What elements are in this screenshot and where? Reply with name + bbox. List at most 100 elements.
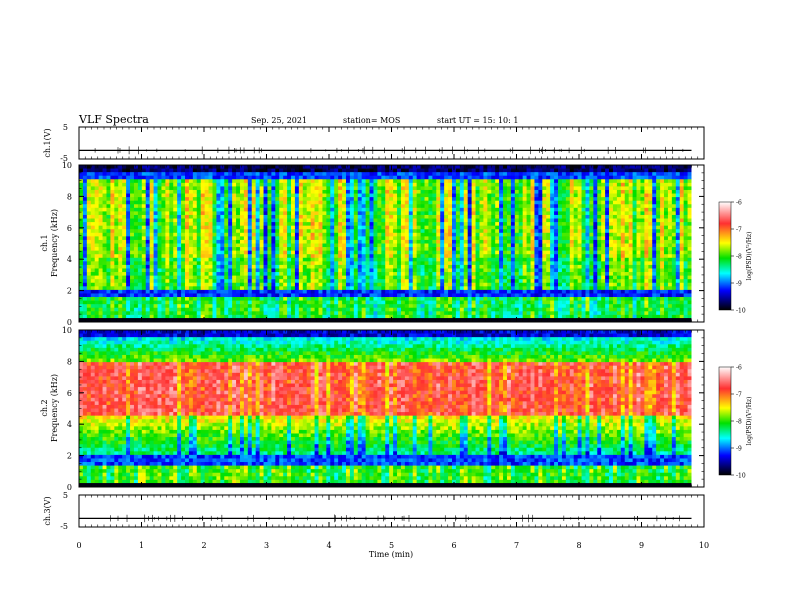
spectrogram-cell bbox=[302, 250, 308, 255]
spectrogram-cell bbox=[204, 207, 209, 212]
spectrogram-cell bbox=[224, 268, 229, 273]
spectrogram-cell bbox=[192, 186, 198, 191]
spectrogram-cell bbox=[318, 207, 323, 212]
spectrogram-cell bbox=[365, 289, 370, 294]
spectrogram-cell bbox=[259, 232, 264, 237]
spectrogram-cell bbox=[377, 297, 382, 301]
spectrogram-cell bbox=[483, 247, 488, 252]
spectrogram-cell bbox=[185, 232, 190, 237]
spectrogram-cell bbox=[220, 254, 225, 259]
spectrogram-cell bbox=[133, 257, 139, 262]
spectrogram-cell bbox=[94, 264, 100, 269]
spectrogram-cell bbox=[247, 165, 253, 169]
spectrogram-cell bbox=[294, 304, 300, 309]
spectrogram-cell bbox=[499, 211, 504, 216]
spectrogram-cell bbox=[200, 279, 206, 284]
spectrogram-cell bbox=[463, 311, 469, 316]
spectrogram-cell bbox=[106, 211, 111, 216]
spectrogram-cell bbox=[153, 197, 158, 202]
spectrogram-cell bbox=[283, 225, 288, 230]
spectrogram-cell bbox=[263, 236, 268, 241]
spectrogram-cell bbox=[314, 204, 319, 209]
spectrogram-cell bbox=[491, 268, 496, 273]
spectrogram-cell bbox=[471, 179, 476, 184]
spectrogram-cell bbox=[467, 186, 473, 191]
spectrogram-cell bbox=[420, 261, 425, 266]
spectrogram-cell bbox=[334, 189, 339, 194]
spectrogram-cell bbox=[247, 247, 253, 252]
spectrogram-cell bbox=[255, 225, 261, 230]
spectrogram-cell bbox=[397, 211, 402, 216]
spectrogram-cell bbox=[275, 222, 280, 227]
spectrogram-cell bbox=[393, 268, 398, 273]
spectrogram-cell bbox=[255, 165, 261, 169]
spectrogram-cell bbox=[153, 168, 158, 173]
spectrogram-cell bbox=[475, 175, 480, 180]
spectrogram-cell bbox=[177, 236, 182, 241]
spectrogram-cell bbox=[400, 289, 406, 294]
spectrogram-cell bbox=[389, 261, 394, 266]
spectrogram-cell bbox=[94, 211, 100, 216]
spectrogram-cell bbox=[483, 229, 488, 234]
spectrogram-cell bbox=[322, 207, 327, 212]
spectrogram-cell bbox=[310, 172, 315, 177]
spectrogram-cell bbox=[455, 218, 461, 223]
spectrogram-cell bbox=[216, 307, 221, 312]
spectrogram-cell bbox=[495, 293, 500, 298]
spectrogram-cell bbox=[185, 254, 190, 259]
spectrogram-cell bbox=[487, 168, 492, 173]
spectrogram-cell bbox=[271, 289, 276, 294]
spectrogram-cell bbox=[338, 297, 343, 301]
spectrogram-cell bbox=[200, 165, 206, 169]
spectrogram-cell bbox=[86, 186, 92, 191]
spectrogram-cell bbox=[302, 186, 308, 191]
spectrogram-cell bbox=[353, 300, 359, 305]
spectrogram-cell bbox=[306, 175, 312, 180]
spectrogram-cell bbox=[326, 264, 331, 269]
spectrogram-cell bbox=[279, 279, 284, 284]
spectrogram-cell bbox=[318, 175, 323, 180]
spectrogram-cell bbox=[412, 286, 418, 291]
spectrogram-cell bbox=[338, 204, 343, 209]
spectrogram-cell bbox=[365, 314, 370, 319]
spectrogram-cell bbox=[271, 254, 276, 259]
spectrogram-cell bbox=[149, 197, 154, 202]
spectrogram-cell bbox=[90, 300, 96, 305]
spectrogram-cell bbox=[318, 236, 323, 241]
spectrogram-cell bbox=[126, 275, 131, 280]
spectrogram-cell bbox=[82, 282, 88, 287]
spectrogram-cell bbox=[216, 250, 221, 255]
spectrogram-cell bbox=[385, 207, 390, 212]
spectrogram-cell bbox=[263, 175, 268, 180]
spectrogram-cell bbox=[122, 222, 127, 227]
spectrogram-cell bbox=[459, 193, 465, 198]
spectrogram-cell bbox=[102, 186, 107, 191]
spectrogram-cell bbox=[361, 311, 367, 316]
spectrogram-cell bbox=[306, 254, 312, 259]
spectrogram-cell bbox=[424, 314, 429, 319]
spectrogram-cell bbox=[373, 243, 378, 248]
spectrogram-cell bbox=[349, 307, 355, 312]
spectrogram-cell bbox=[122, 304, 127, 309]
spectrogram-cell bbox=[153, 254, 158, 259]
spectrogram-cell bbox=[106, 182, 111, 187]
spectrogram-cell bbox=[185, 236, 190, 241]
spectrogram-cell bbox=[338, 186, 343, 191]
spectrogram-cell bbox=[153, 297, 158, 301]
spectrogram-cell bbox=[479, 304, 484, 309]
spectrogram-cell bbox=[306, 243, 312, 248]
spectrogram-cell bbox=[212, 239, 217, 244]
spectrogram-cell bbox=[267, 182, 272, 187]
spectrogram-cell bbox=[310, 200, 315, 205]
spectrogram-cell bbox=[373, 186, 378, 191]
spectrogram-cell bbox=[369, 268, 374, 273]
spectrogram-cell bbox=[393, 193, 398, 198]
spectrogram-cell bbox=[243, 257, 249, 262]
spectrogram-cell bbox=[220, 175, 225, 180]
spectrogram-cell bbox=[444, 293, 449, 298]
spectrogram-cell bbox=[345, 264, 351, 269]
spectrogram-cell bbox=[436, 261, 441, 266]
spectrogram-cell bbox=[137, 182, 143, 187]
spectrogram-cell bbox=[118, 225, 123, 230]
spectrogram-cell bbox=[294, 236, 300, 241]
